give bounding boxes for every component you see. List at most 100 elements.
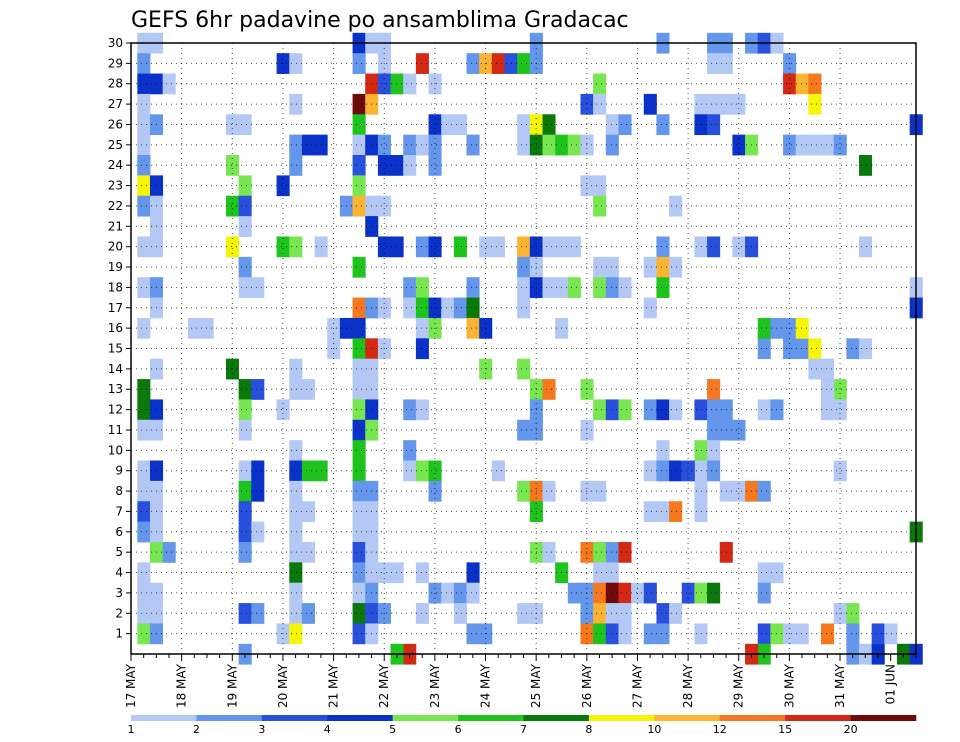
heat-cell: [289, 460, 303, 482]
heat-cell: [732, 419, 746, 441]
heatmap-cells: [137, 32, 923, 665]
heat-cell: [403, 399, 417, 421]
x-tick-label: 24 MAY: [479, 663, 493, 708]
heat-cell: [669, 501, 683, 523]
heat-cell: [289, 358, 303, 380]
heat-cell: [593, 195, 607, 217]
heat-cell: [352, 256, 366, 278]
heat-cell: [415, 562, 429, 584]
heat-cell: [251, 379, 265, 400]
heat-cell: [605, 623, 619, 645]
heat-cell: [757, 623, 771, 645]
heat-cell: [707, 460, 721, 482]
heat-cell: [605, 562, 619, 584]
x-tick-label: 31 MAY: [833, 663, 847, 708]
heat-cell: [643, 297, 657, 319]
heat-cell: [656, 256, 670, 278]
heat-cell: [390, 73, 404, 95]
y-tick-label: 8: [115, 484, 123, 498]
heat-cell: [137, 480, 151, 502]
heat-cell: [137, 317, 151, 339]
heat-cell: [593, 399, 607, 421]
heat-cell: [605, 399, 619, 421]
y-tick-label: 22: [108, 199, 123, 213]
legend-label: 20: [844, 723, 858, 736]
heat-cell: [137, 73, 151, 95]
heat-cell: [390, 562, 404, 584]
heat-cell: [238, 399, 252, 421]
heat-cell: [656, 236, 670, 258]
heat-cell: [225, 195, 240, 217]
x-tick-label: 18 MAY: [175, 663, 189, 708]
heat-cell: [656, 501, 670, 523]
heat-cell: [466, 623, 480, 645]
heat-cell: [441, 297, 455, 319]
heat-cell: [859, 155, 873, 176]
heat-cell: [656, 114, 670, 136]
y-tick-label: 1: [115, 627, 123, 641]
heat-cell: [643, 460, 657, 482]
heat-cell: [618, 114, 632, 136]
heat-cell: [466, 277, 480, 298]
y-tick-label: 24: [108, 158, 123, 172]
heat-cell: [846, 603, 860, 624]
heat-cell: [352, 155, 366, 176]
heat-cell: [238, 195, 252, 217]
heat-cell: [352, 399, 366, 421]
heat-cell: [757, 582, 771, 604]
heat-cell: [352, 195, 366, 217]
heat-cell: [137, 195, 151, 217]
heat-cell: [238, 256, 252, 278]
heat-cell: [289, 521, 303, 543]
heat-cell: [643, 399, 657, 421]
y-tick-label: 4: [115, 566, 123, 580]
heat-cell: [833, 460, 847, 482]
heat-cell: [466, 53, 480, 74]
heat-cell: [694, 93, 708, 115]
heat-cell: [580, 480, 594, 502]
heat-cell: [821, 379, 835, 400]
heat-cell: [567, 236, 581, 258]
heat-cell: [238, 114, 252, 136]
y-tick-label: 25: [108, 138, 123, 152]
heat-cell: [289, 440, 303, 461]
legend-label: 15: [778, 723, 792, 736]
heat-cell: [137, 419, 151, 441]
heat-cell: [238, 501, 252, 523]
heat-cell: [352, 358, 366, 380]
y-tick-label: 23: [108, 179, 123, 193]
heat-cell: [669, 195, 683, 217]
y-tick-label: 3: [115, 586, 123, 600]
legend-label: 1: [128, 723, 135, 736]
heat-cell: [415, 603, 429, 624]
legend-label: 7: [520, 723, 527, 736]
heat-cell: [466, 134, 480, 156]
legend-swatch: [523, 715, 590, 721]
heat-cell: [694, 399, 708, 421]
heat-cell: [137, 175, 151, 197]
heat-cell: [403, 440, 417, 461]
heat-cell: [618, 603, 632, 624]
heat-cell: [137, 53, 151, 74]
heat-cell: [352, 541, 366, 563]
heat-cell: [707, 399, 721, 421]
heat-cell: [732, 93, 746, 115]
legend-swatch: [196, 715, 263, 721]
heat-cell: [352, 501, 366, 523]
heat-cell: [428, 134, 442, 156]
heat-cell: [352, 379, 366, 400]
heat-cell: [428, 236, 442, 258]
heat-cell: [542, 379, 556, 400]
heat-cell: [238, 379, 252, 400]
heat-cell: [225, 155, 240, 176]
heat-cell: [757, 317, 771, 339]
heat-cell: [542, 480, 556, 502]
heat-cell: [137, 562, 151, 584]
heat-cell: [466, 317, 480, 339]
heat-cell: [200, 317, 214, 339]
heat-cell: [669, 603, 683, 624]
heat-cell: [517, 358, 531, 380]
heat-cell: [694, 460, 708, 482]
heat-cell: [301, 541, 315, 563]
x-tick-label: 27 MAY: [630, 663, 644, 708]
